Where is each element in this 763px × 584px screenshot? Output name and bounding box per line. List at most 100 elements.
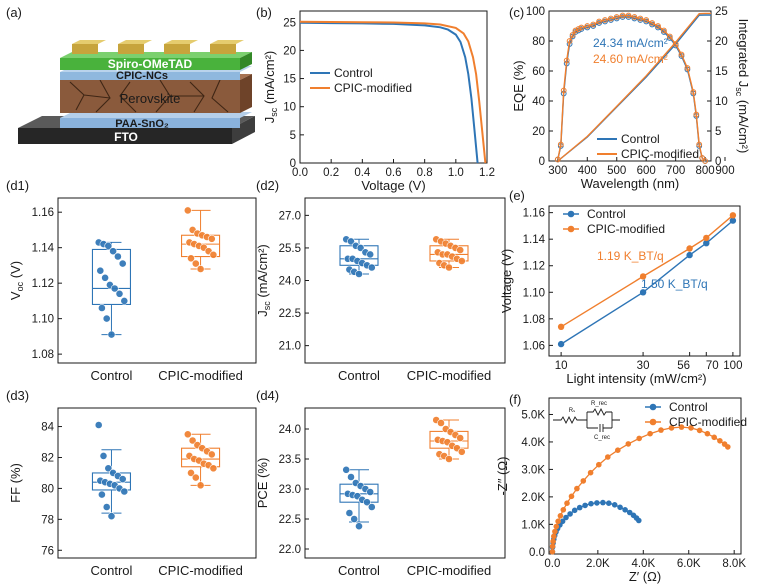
data-point	[711, 434, 717, 441]
legend-label: Control	[621, 132, 660, 146]
data-point	[557, 323, 565, 330]
data-point	[118, 475, 127, 483]
panel-label: (d4)	[256, 388, 279, 403]
y2-tick-label: 20	[715, 36, 728, 48]
data-point	[445, 455, 453, 463]
x-tick-label: 0.0	[292, 167, 308, 179]
data-point	[668, 425, 675, 431]
data-point	[549, 549, 556, 555]
plot-frame	[57, 197, 257, 364]
data-point	[342, 465, 351, 474]
spiro-layer-top	[60, 52, 252, 58]
y-axis-label: Voc (V)	[8, 261, 25, 300]
equivalent-circuit-icon: Rₛ R_rec C_rec	[553, 401, 620, 441]
eqe-point	[578, 24, 585, 31]
panel-d1-voc-box: (d1) 1.08 1.10 1.12 1.14 1.16 Voc (V) Control CP…	[6, 178, 257, 383]
data-point	[552, 528, 558, 535]
data-point	[568, 493, 575, 500]
data-point	[102, 314, 111, 323]
data-point	[688, 425, 694, 431]
eqe-point	[631, 14, 638, 20]
data-point	[600, 499, 606, 506]
annotation-control-slope: 1.50 K_BT/q	[641, 277, 708, 291]
panel-d2-jsc-box: (d2) 21.0 22.5 24.0 25.5 27.0 Jsc (mA/cm²) Cont…	[255, 178, 506, 383]
data-point	[553, 523, 560, 530]
data-point	[196, 481, 205, 490]
y2-axis-label: Integrated Jsc (mA/cm²)	[734, 19, 751, 154]
data-point	[559, 518, 566, 525]
y-axis-label: Voltage (V)	[499, 249, 514, 313]
data-point	[571, 507, 578, 514]
data-point	[437, 419, 445, 427]
annotation-cpic-slope: 1.19 K_BT/q	[597, 249, 664, 263]
y-tick-label: 40	[532, 96, 545, 108]
x-axis-label: Z′ (Ω)	[629, 569, 661, 584]
eqe-point	[557, 141, 564, 148]
y-tick-label: 23.0	[279, 484, 301, 496]
data-point	[594, 500, 600, 506]
eqe-point	[569, 32, 576, 38]
data-point	[658, 427, 664, 433]
data-point	[611, 502, 618, 508]
y-tick-label: 1.0K	[521, 519, 545, 531]
sno2-layer-top	[60, 112, 252, 118]
y-tick-label: 1.10	[523, 287, 545, 299]
data-point	[183, 430, 192, 439]
panel-d3-ff-box: (d3) 76 78 80 82 84 FF (%) Control CPIC-modified	[6, 388, 257, 578]
data-point	[367, 263, 376, 272]
y2-tick-label: 10	[715, 96, 728, 108]
legend-label: Control	[587, 207, 626, 221]
legend-swatch-marker	[567, 210, 575, 218]
data-point	[101, 273, 109, 282]
data-point	[555, 518, 561, 525]
data-point	[356, 243, 365, 252]
y-tick-label: 1.14	[32, 243, 55, 255]
x-category-label: CPIC-modified	[407, 563, 492, 578]
legend-label: CPIC-modified	[334, 81, 412, 95]
data-point	[580, 478, 587, 484]
y-tick-label: 10	[283, 102, 296, 114]
data-point	[696, 427, 703, 434]
data-point	[347, 237, 355, 246]
data-point	[625, 441, 632, 447]
data-point	[639, 273, 647, 280]
y-tick-label: 22.0	[279, 544, 301, 556]
data-point	[564, 500, 570, 507]
legend-label: CPIC-modified	[621, 147, 699, 161]
data-point	[557, 513, 564, 519]
legend-swatch-marker	[567, 225, 575, 233]
data-point	[98, 490, 106, 499]
cpic-ncs-layer	[60, 72, 240, 80]
data-point	[191, 259, 200, 268]
eqe-point	[696, 141, 703, 148]
layer-label-sno2: PAA-SnO₂	[115, 118, 169, 130]
panel-label: (b)	[256, 5, 272, 20]
panel-label: (d3)	[6, 388, 29, 403]
data-point	[107, 330, 116, 339]
x-tick-label: 600	[637, 165, 656, 177]
data-point	[456, 434, 465, 442]
legend-label: CPIC-modified	[669, 415, 747, 429]
x-tick-label: 0.2	[323, 167, 339, 179]
y-tick-label: 25.5	[279, 243, 301, 255]
eqe-point	[575, 26, 582, 32]
data-point	[582, 502, 588, 509]
data-point	[457, 257, 466, 265]
x-tick-label: 6.0K	[677, 558, 701, 570]
data-point	[355, 270, 363, 278]
data-point	[615, 447, 621, 454]
x-tick-label: 300	[548, 165, 567, 177]
panel-label-a: (a)	[6, 5, 22, 20]
y-tick-label: 84	[41, 422, 54, 434]
y-axis-label: FF (%)	[8, 463, 23, 503]
plot-frame	[304, 407, 506, 559]
eqe-point	[584, 23, 591, 29]
x-tick-label: 900	[715, 165, 734, 177]
data-point	[549, 543, 556, 550]
data-point	[120, 487, 129, 496]
panel-label: (c)	[509, 5, 524, 20]
data-point	[104, 241, 113, 250]
data-point	[188, 436, 197, 445]
y-axis-label: Jsc (mA/cm²)	[262, 51, 279, 124]
y-tick-label: 5	[290, 130, 296, 142]
